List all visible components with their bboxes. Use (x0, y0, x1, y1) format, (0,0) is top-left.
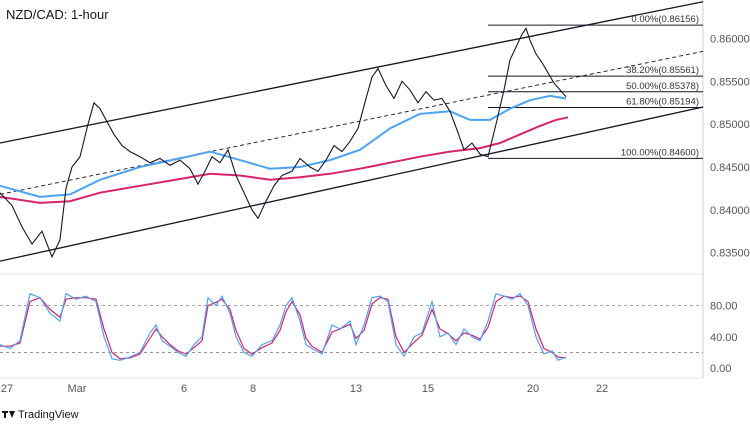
price-tick-label: 0.85000 (710, 119, 750, 131)
chart-title: NZD/CAD: 1-hour (6, 7, 109, 22)
oscillator-axis-ticks: 80.00 40.00 0.00 (710, 300, 738, 375)
time-tick-label: 15 (422, 383, 434, 395)
channel-lower-line (0, 106, 704, 262)
fibonacci-levels: 0.00%(0.86156) 38.20%(0.85561) 50.00%(0.85… (488, 14, 703, 159)
time-tick-label: 27 (1, 383, 13, 395)
time-tick-label: 13 (350, 383, 362, 395)
channel-mid-line (0, 50, 704, 195)
fast-moving-average-line (0, 94, 567, 198)
oscillator-tick-label: 0.00 (710, 363, 731, 375)
slow-moving-average-line (0, 116, 569, 204)
stochastic-d-line (0, 295, 567, 360)
price-series (0, 27, 567, 259)
oscillator-tick-label: 40.00 (710, 332, 738, 344)
stochastic-oscillator (0, 292, 703, 362)
stochastic-k-line (0, 292, 567, 362)
tradingview-logo: TradingView (2, 409, 79, 421)
grid (0, 273, 703, 379)
time-tick-label: 22 (596, 383, 608, 395)
time-tick-label: Mar (68, 383, 87, 395)
fib-level-label: 38.20%(0.85561) (626, 65, 699, 76)
channel-lines (0, 1, 704, 262)
fib-level-label: 61.80%(0.85194) (626, 97, 699, 108)
price-tick-label: 0.84500 (710, 162, 750, 174)
price-tick-label: 0.85500 (710, 76, 750, 88)
price-tick-label: 0.86000 (710, 34, 750, 46)
brand-label: TradingView (18, 409, 79, 421)
price-axis-ticks: 0.86000 0.85500 0.85000 0.84500 0.84000 0.835… (710, 34, 750, 260)
price-tick-label: 0.83500 (710, 248, 750, 260)
time-tick-label: 6 (181, 383, 187, 395)
time-tick-label: 8 (250, 383, 256, 395)
channel-upper-line (0, 1, 704, 144)
fib-level-label: 100.00%(0.84600) (621, 147, 699, 158)
price-tick-label: 0.84000 (710, 205, 750, 217)
time-tick-label: 20 (527, 383, 539, 395)
price-line (0, 27, 567, 259)
time-axis-ticks: 27 Mar 6 8 13 15 20 22 (1, 383, 608, 395)
fib-level-label: 0.00%(0.86156) (631, 14, 699, 25)
tradingview-logo-icon (2, 411, 15, 418)
oscillator-tick-label: 80.00 (710, 300, 738, 312)
moving-averages (0, 94, 569, 204)
fib-level-label: 50.00%(0.85378) (626, 81, 699, 92)
